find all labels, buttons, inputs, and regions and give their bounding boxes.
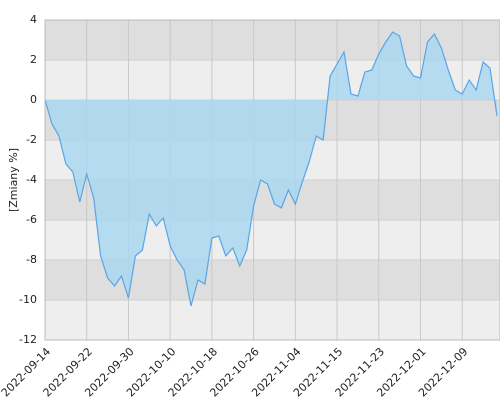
y-tick-label: 0 bbox=[30, 93, 37, 106]
y-tick-label: -12 bbox=[19, 333, 37, 346]
area bbox=[45, 32, 497, 306]
y-tick-label: 2 bbox=[30, 53, 37, 66]
y-tick-label: -8 bbox=[26, 253, 37, 266]
y-tick-label: -6 bbox=[26, 213, 37, 226]
y-axis-label: [Zmiany %] bbox=[7, 148, 20, 212]
y-tick-label: -2 bbox=[26, 133, 37, 146]
band bbox=[45, 20, 500, 60]
y-tick-label: -4 bbox=[26, 173, 37, 186]
y-tick-label: -10 bbox=[19, 293, 37, 306]
y-tick-label: 4 bbox=[30, 13, 37, 26]
line bbox=[44, 31, 498, 307]
band bbox=[45, 300, 500, 340]
plot-frame bbox=[44, 19, 500, 341]
